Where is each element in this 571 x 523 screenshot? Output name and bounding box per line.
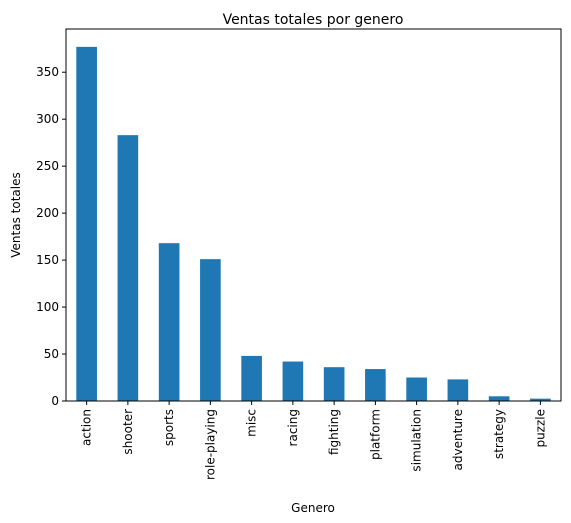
x-tick-label: shooter [121, 409, 135, 455]
x-tick-label: puzzle [533, 409, 547, 448]
y-tick-label: 250 [36, 159, 59, 173]
bars [76, 46, 551, 402]
x-tick-label: strategy [492, 409, 506, 459]
bar-racing [282, 361, 304, 401]
y-axis: 0 50 100 150 200 250 300 350 [36, 65, 66, 408]
chart-title: Ventas totales por genero [223, 12, 404, 28]
y-tick-label: 300 [36, 112, 59, 126]
bar-puzzle [530, 398, 551, 401]
y-axis-label: Ventas totales [9, 172, 23, 257]
x-tick-label: action [80, 409, 94, 446]
bar-shooter [117, 135, 139, 401]
x-tick-label: misc [245, 409, 259, 437]
bar-strategy [488, 396, 510, 401]
bar-role-playing [200, 259, 221, 401]
y-tick-label: 200 [36, 206, 59, 220]
y-tick-label: 100 [36, 300, 59, 314]
bar-simulation [406, 377, 427, 401]
x-tick-label: fighting [327, 409, 341, 455]
y-tick-label: 150 [36, 253, 59, 267]
bar-action [76, 46, 97, 402]
bar-sports [158, 243, 180, 401]
y-tick-label: 350 [36, 65, 59, 79]
x-tick-label: role-playing [203, 409, 217, 480]
x-tick-label: adventure [451, 409, 465, 470]
bar-adventure [447, 379, 469, 401]
x-tick-label: platform [368, 409, 382, 460]
x-axis: action shooter sports role-playing misc racin… [80, 401, 547, 480]
y-tick-label: 50 [44, 347, 59, 361]
x-tick-label: racing [286, 409, 300, 446]
y-tick-label: 0 [51, 394, 59, 408]
plot-frame [65, 28, 562, 402]
x-tick-label: simulation [410, 409, 424, 472]
bar-platform [365, 369, 386, 401]
x-tick-label: sports [162, 409, 176, 446]
bar-misc [241, 355, 262, 401]
bar-fighting [323, 367, 345, 401]
x-axis-label: Genero [291, 501, 335, 515]
plot-area [65, 28, 562, 402]
